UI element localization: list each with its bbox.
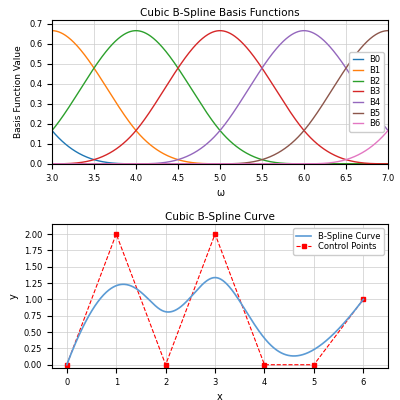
Line: Control Points: Control Points: [64, 232, 366, 367]
B3: [274, 89, 279, 94]
B5: [386, 28, 390, 33]
B1: [274, 162, 279, 166]
B1: [303, 162, 308, 166]
B6: [202, 162, 206, 166]
B0: [134, 162, 138, 166]
Title: Cubic B-Spline Basis Functions: Cubic B-Spline Basis Functions: [140, 8, 300, 18]
B4: [109, 162, 114, 166]
B3: [136, 125, 141, 130]
B-Spline Curve: [361, 297, 366, 302]
B1: [50, 28, 54, 33]
B0: [303, 162, 308, 166]
B6: [109, 162, 114, 166]
B4: [50, 162, 54, 166]
B4: [302, 28, 306, 33]
Control Points: [262, 362, 267, 367]
B2: [109, 43, 114, 48]
B-Spline Curve: [269, 343, 274, 348]
B2: [136, 28, 141, 33]
Control Points: [213, 232, 218, 236]
B0: [386, 162, 390, 166]
Line: B4: B4: [52, 31, 388, 164]
B2: [304, 162, 308, 166]
Line: B6: B6: [52, 130, 388, 164]
B4: [248, 84, 252, 89]
Legend: B-Spline Curve, Control Points: B-Spline Curve, Control Points: [293, 228, 384, 255]
B1: [109, 93, 114, 98]
B3: [50, 162, 54, 166]
B4: [386, 128, 390, 133]
Line: B-Spline Curve: B-Spline Curve: [67, 278, 363, 365]
Control Points: [361, 297, 366, 302]
B3: [202, 35, 206, 40]
B5: [274, 151, 279, 156]
Legend: B0, B1, B2, B3, B4, B5, B6: B0, B1, B2, B3, B4, B5, B6: [349, 52, 384, 132]
B6: [274, 162, 279, 166]
B2: [302, 162, 307, 166]
B-Spline Curve: [234, 294, 239, 299]
B6: [136, 162, 141, 166]
B1: [386, 162, 390, 166]
B3: [248, 50, 253, 55]
B0: [202, 162, 207, 166]
B5: [302, 127, 307, 132]
Line: B0: B0: [52, 130, 388, 164]
B-Spline Curve: [212, 275, 217, 280]
B2: [134, 28, 138, 33]
B6: [50, 162, 54, 166]
B6: [302, 162, 307, 166]
B3: [303, 130, 308, 135]
Title: Cubic B-Spline Curve: Cubic B-Spline Curve: [165, 212, 275, 222]
B1: [136, 131, 141, 136]
B5: [202, 162, 206, 166]
B5: [248, 160, 252, 165]
B3: [217, 28, 222, 33]
B5: [109, 162, 114, 166]
Control Points: [64, 362, 69, 367]
Control Points: [114, 232, 119, 236]
B1: [218, 162, 223, 166]
B-Spline Curve: [241, 304, 246, 309]
B0: [248, 162, 253, 166]
B2: [386, 162, 390, 166]
B0: [274, 162, 279, 166]
Line: B5: B5: [52, 31, 388, 164]
B5: [50, 162, 54, 166]
B4: [136, 162, 141, 166]
B0: [50, 128, 54, 133]
B1: [202, 161, 206, 166]
Line: B2: B2: [52, 31, 388, 164]
B4: [202, 144, 206, 148]
X-axis label: ω: ω: [216, 188, 224, 198]
B2: [50, 128, 54, 133]
B5: [136, 162, 141, 166]
B-Spline Curve: [97, 298, 102, 303]
Control Points: [312, 362, 316, 367]
X-axis label: x: x: [217, 392, 223, 400]
B1: [248, 162, 253, 166]
Control Points: [163, 362, 168, 367]
B-Spline Curve: [229, 287, 234, 292]
B-Spline Curve: [298, 353, 303, 358]
Y-axis label: y: y: [8, 293, 18, 299]
B4: [303, 28, 308, 33]
B-Spline Curve: [64, 362, 69, 367]
B3: [109, 150, 114, 154]
B3: [386, 162, 390, 166]
B2: [202, 107, 207, 112]
B6: [248, 162, 252, 166]
Y-axis label: Basis Function Value: Basis Function Value: [14, 46, 24, 138]
B4: [274, 46, 279, 51]
B6: [386, 128, 390, 133]
B0: [109, 160, 114, 165]
Line: B1: B1: [52, 31, 388, 164]
B2: [274, 160, 279, 165]
B0: [136, 162, 141, 166]
B2: [248, 153, 253, 158]
Line: B3: B3: [52, 31, 388, 164]
